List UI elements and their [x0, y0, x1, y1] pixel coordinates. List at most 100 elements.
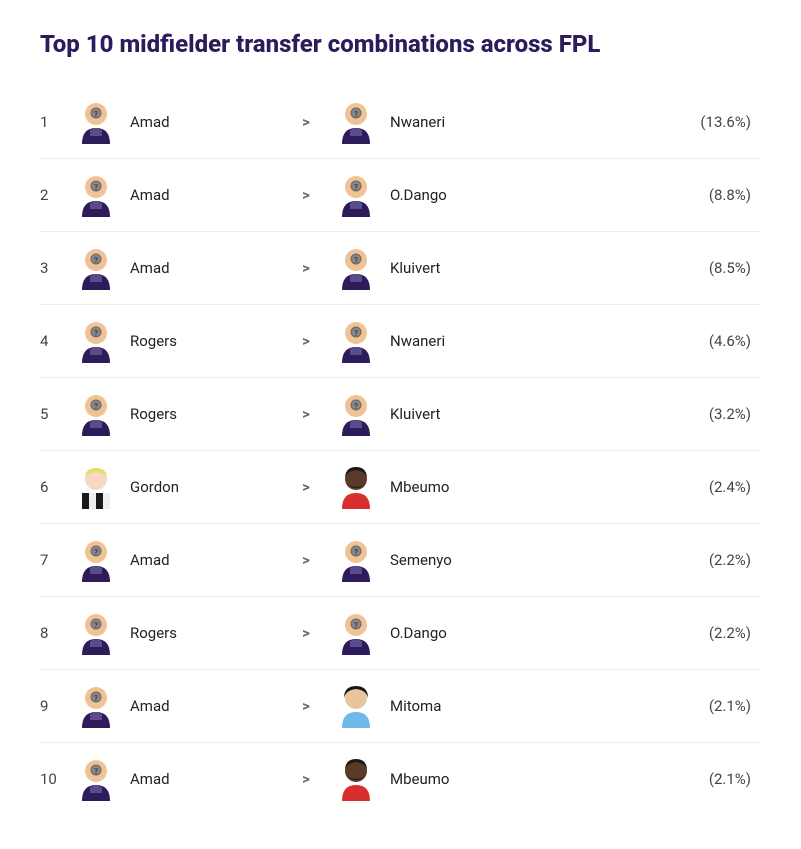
- player-to-name: Mbeumo: [390, 478, 449, 496]
- page-title: Top 10 midfielder transfer combinations …: [40, 30, 761, 58]
- arrow-icon: >: [276, 186, 336, 204]
- player-to: Mbeumo: [336, 465, 536, 509]
- player-from: ? Rogers: [76, 392, 276, 436]
- svg-text:?: ?: [94, 110, 98, 119]
- player-avatar-icon: ?: [76, 392, 116, 436]
- rank: 2: [40, 186, 76, 204]
- player-from: ? Amad: [76, 684, 276, 728]
- player-avatar-icon: ?: [76, 100, 116, 144]
- svg-text:?: ?: [94, 256, 98, 265]
- player-to: ? O.Dango: [336, 611, 536, 655]
- svg-text:?: ?: [94, 402, 98, 411]
- player-to: ? Kluivert: [336, 246, 536, 290]
- player-to-name: Kluivert: [390, 405, 440, 423]
- svg-text:?: ?: [94, 329, 98, 338]
- percentage: (2.4%): [709, 478, 761, 496]
- table-row: 9 ? Amad > Mitoma (2.1%): [40, 670, 761, 743]
- percentage: (4.6%): [709, 332, 761, 350]
- rank: 5: [40, 405, 76, 423]
- arrow-icon: >: [276, 770, 336, 788]
- rank: 6: [40, 478, 76, 496]
- player-avatar-icon: ?: [336, 538, 376, 582]
- player-from-name: Amad: [130, 259, 170, 277]
- svg-text:?: ?: [354, 110, 358, 119]
- svg-text:?: ?: [354, 183, 358, 192]
- percentage: (3.2%): [709, 405, 761, 423]
- player-to-name: O.Dango: [390, 624, 447, 642]
- rank: 9: [40, 697, 76, 715]
- player-avatar-icon: ?: [76, 611, 116, 655]
- svg-text:?: ?: [94, 621, 98, 630]
- player-avatar-icon: [336, 465, 376, 509]
- player-avatar-icon: ?: [76, 684, 116, 728]
- player-to-name: O.Dango: [390, 186, 447, 204]
- player-from-name: Amad: [130, 697, 170, 715]
- player-from-name: Amad: [130, 186, 170, 204]
- table-row: 5 ? Rogers > ? Kluivert (3.2%): [40, 378, 761, 451]
- svg-text:?: ?: [354, 621, 358, 630]
- table-row: 4 ? Rogers > ? Nwaneri (4.6%): [40, 305, 761, 378]
- player-avatar-icon: ?: [336, 611, 376, 655]
- player-avatar-icon: ?: [336, 246, 376, 290]
- table-row: 3 ? Amad > ? Kluivert (8.5%): [40, 232, 761, 305]
- player-to: Mbeumo: [336, 757, 536, 801]
- percentage: (2.1%): [709, 697, 761, 715]
- player-from: ? Rogers: [76, 611, 276, 655]
- player-to-name: Semenyo: [390, 551, 452, 569]
- player-to-name: Nwaneri: [390, 332, 445, 350]
- player-from: ? Amad: [76, 757, 276, 801]
- table-row: 2 ? Amad > ? O.Dango (8.8%): [40, 159, 761, 232]
- player-from-name: Amad: [130, 770, 170, 788]
- svg-text:?: ?: [94, 767, 98, 776]
- percentage: (8.8%): [709, 186, 761, 204]
- svg-text:?: ?: [354, 548, 358, 557]
- player-from-name: Rogers: [130, 405, 177, 423]
- svg-text:?: ?: [354, 402, 358, 411]
- player-avatar-icon: ?: [336, 173, 376, 217]
- arrow-icon: >: [276, 259, 336, 277]
- svg-text:?: ?: [354, 256, 358, 265]
- table-row: 6 Gordon > Mbeumo (2.4%): [40, 451, 761, 524]
- table-row: 10 ? Amad > Mbeumo (2.1%): [40, 743, 761, 815]
- svg-text:?: ?: [94, 694, 98, 703]
- player-from: ? Amad: [76, 100, 276, 144]
- rank: 7: [40, 551, 76, 569]
- player-from: ? Amad: [76, 538, 276, 582]
- percentage: (2.2%): [709, 624, 761, 642]
- player-to-name: Mbeumo: [390, 770, 449, 788]
- percentage: (2.2%): [709, 551, 761, 569]
- player-avatar-icon: ?: [76, 173, 116, 217]
- percentage: (8.5%): [709, 259, 761, 277]
- arrow-icon: >: [276, 478, 336, 496]
- player-avatar-icon: ?: [336, 319, 376, 363]
- player-to: ? Kluivert: [336, 392, 536, 436]
- player-avatar-icon: ?: [76, 246, 116, 290]
- player-to: ? O.Dango: [336, 173, 536, 217]
- player-avatar-icon: ?: [76, 757, 116, 801]
- player-from: Gordon: [76, 465, 276, 509]
- player-from-name: Amad: [130, 113, 170, 131]
- player-from: ? Rogers: [76, 319, 276, 363]
- rank: 8: [40, 624, 76, 642]
- arrow-icon: >: [276, 551, 336, 569]
- player-to: ? Semenyo: [336, 538, 536, 582]
- player-from-name: Rogers: [130, 624, 177, 642]
- arrow-icon: >: [276, 113, 336, 131]
- player-to-name: Kluivert: [390, 259, 440, 277]
- percentage: (13.6%): [700, 113, 761, 131]
- player-from-name: Gordon: [130, 478, 179, 496]
- player-from: ? Amad: [76, 173, 276, 217]
- player-avatar-icon: ?: [76, 538, 116, 582]
- rank: 3: [40, 259, 76, 277]
- svg-text:?: ?: [94, 548, 98, 557]
- player-to: ? Nwaneri: [336, 319, 536, 363]
- table-row: 1 ? Amad > ? Nwaneri (13.6%): [40, 86, 761, 159]
- svg-text:?: ?: [354, 329, 358, 338]
- player-to: Mitoma: [336, 684, 536, 728]
- player-avatar-icon: [336, 684, 376, 728]
- player-avatar-icon: [76, 465, 116, 509]
- rank: 1: [40, 113, 76, 131]
- arrow-icon: >: [276, 624, 336, 642]
- arrow-icon: >: [276, 405, 336, 423]
- svg-text:?: ?: [94, 183, 98, 192]
